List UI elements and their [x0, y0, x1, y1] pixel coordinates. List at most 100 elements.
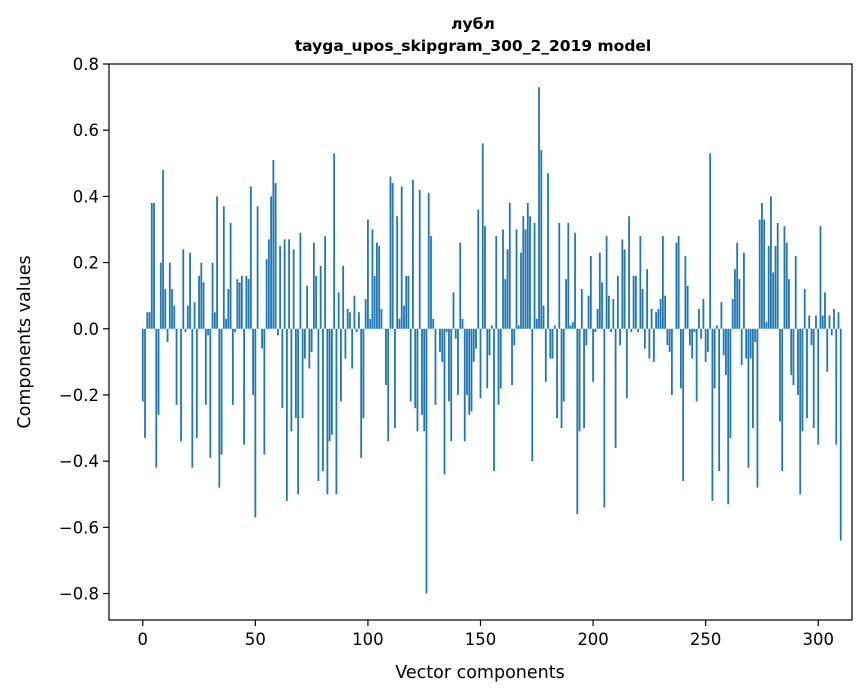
- bar: [225, 319, 227, 329]
- bar: [833, 309, 835, 329]
- bar: [637, 329, 639, 332]
- bar: [680, 329, 682, 389]
- bar: [838, 312, 840, 329]
- bar: [363, 329, 365, 418]
- bar: [624, 249, 626, 328]
- bar: [320, 266, 322, 329]
- bar: [151, 203, 153, 329]
- bar: [662, 236, 664, 329]
- y-tick-label: 0.6: [73, 121, 99, 140]
- bar: [804, 289, 806, 329]
- bar: [144, 329, 146, 438]
- bar: [558, 223, 560, 329]
- bar: [349, 312, 351, 329]
- bar: [369, 319, 371, 329]
- x-tick-label: 250: [690, 630, 722, 649]
- bar: [446, 329, 448, 332]
- bar: [549, 329, 551, 359]
- bar: [365, 299, 367, 329]
- bar: [336, 329, 338, 494]
- bar: [214, 312, 216, 329]
- bar: [599, 253, 601, 329]
- bar: [802, 329, 804, 432]
- bar: [450, 329, 452, 442]
- bar: [358, 312, 360, 329]
- bar: [655, 312, 657, 329]
- y-tick-label: −0.2: [59, 386, 99, 405]
- bar: [207, 329, 209, 336]
- bar: [826, 329, 828, 372]
- y-tick-label: 0.2: [73, 254, 99, 273]
- bar: [390, 177, 392, 329]
- bar: [223, 206, 225, 328]
- bar: [556, 329, 558, 418]
- bar: [160, 263, 162, 329]
- bar: [245, 276, 247, 329]
- bar: [608, 296, 610, 329]
- bar: [295, 329, 297, 418]
- y-tick-label: −0.8: [59, 585, 99, 604]
- bar: [475, 329, 477, 349]
- bar: [775, 246, 777, 329]
- bar: [360, 329, 362, 458]
- bar: [509, 203, 511, 329]
- bar: [588, 296, 590, 329]
- bar: [313, 243, 315, 329]
- bar: [432, 319, 434, 329]
- bar: [308, 329, 310, 369]
- bar: [714, 329, 716, 389]
- bar: [306, 286, 308, 329]
- bar: [547, 173, 549, 329]
- y-tick-label: 0.4: [73, 187, 99, 206]
- bar: [554, 325, 556, 328]
- bar: [272, 160, 274, 329]
- bar: [763, 220, 765, 329]
- bar: [385, 329, 387, 385]
- bar: [164, 289, 166, 329]
- bar: [529, 216, 531, 329]
- bar: [630, 329, 632, 332]
- bar: [372, 229, 374, 328]
- bar: [331, 329, 333, 435]
- bar: [585, 329, 587, 346]
- bar: [639, 236, 641, 329]
- bar: [484, 226, 486, 329]
- bar: [754, 329, 756, 342]
- bar: [236, 279, 238, 329]
- bar: [194, 302, 196, 328]
- bar: [209, 329, 211, 458]
- bar: [815, 316, 817, 329]
- bar: [520, 253, 522, 329]
- bar: [784, 226, 786, 329]
- bar: [486, 329, 488, 389]
- bar: [534, 223, 536, 329]
- y-axis-label: Components values: [15, 255, 35, 428]
- x-tick-label: 0: [138, 630, 149, 649]
- bar: [473, 329, 475, 362]
- y-tick-label: 0.0: [73, 320, 99, 339]
- bar: [275, 183, 277, 329]
- bar: [468, 329, 470, 415]
- bar: [581, 289, 583, 329]
- bar: [403, 306, 405, 329]
- bar: [221, 329, 223, 455]
- bar: [340, 329, 342, 402]
- bar: [426, 329, 428, 594]
- bar: [252, 329, 254, 395]
- bar: [281, 329, 283, 408]
- bar: [378, 246, 380, 329]
- bar: [516, 229, 518, 328]
- bar: [345, 329, 347, 359]
- bar: [396, 216, 398, 329]
- bar: [621, 239, 623, 328]
- bar: [790, 329, 792, 375]
- bar: [793, 329, 795, 385]
- bar: [664, 296, 666, 329]
- y-tick-label: −0.6: [59, 518, 99, 537]
- bar: [327, 329, 329, 494]
- bar: [205, 329, 207, 405]
- bar: [840, 329, 842, 541]
- bar: [567, 223, 569, 329]
